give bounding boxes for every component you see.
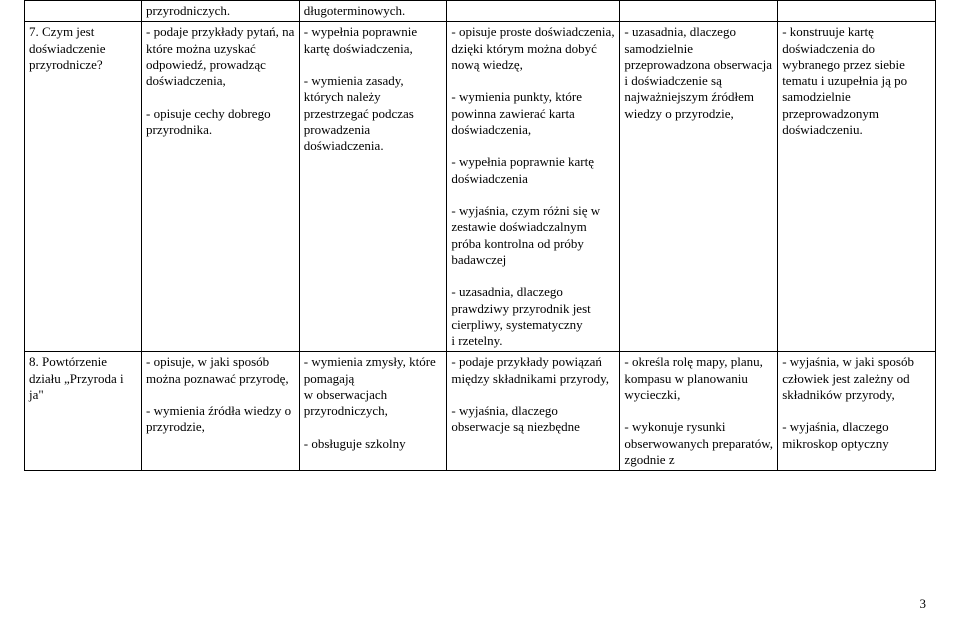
content-table: przyrodniczych. długoterminowych. 7. Czy… [24, 0, 936, 471]
cell: - uzasadnia, dlaczego samodzielnie przep… [620, 22, 778, 352]
cell: - podaje przykłady powiązań między skład… [447, 352, 620, 471]
page: przyrodniczych. długoterminowych. 7. Czy… [0, 0, 960, 620]
cell [778, 1, 936, 22]
cell [25, 1, 142, 22]
cell: - konstruuje kartę doświadczenia do wybr… [778, 22, 936, 352]
cell [620, 1, 778, 22]
cell: - wymienia zmysły, które pomagająw obser… [299, 352, 447, 471]
cell: przyrodniczych. [142, 1, 300, 22]
page-number: 3 [920, 596, 927, 612]
cell: 7. Czym jest doświadczenie przyrodnicze? [25, 22, 142, 352]
table-row: 8. Powtórzenie działu „Przyroda i ja" - … [25, 352, 936, 471]
cell: 8. Powtórzenie działu „Przyroda i ja" [25, 352, 142, 471]
table-body: przyrodniczych. długoterminowych. 7. Czy… [25, 1, 936, 471]
cell: - wyjaśnia, w jaki sposób człowiek jest … [778, 352, 936, 471]
cell [447, 1, 620, 22]
cell: - opisuje, w jaki sposób można poznawać … [142, 352, 300, 471]
cell: - określa rolę mapy, planu, kompasu w pl… [620, 352, 778, 471]
cell: długoterminowych. [299, 1, 447, 22]
table-row: przyrodniczych. długoterminowych. [25, 1, 936, 22]
cell: - wypełnia poprawnie kartę doświadczenia… [299, 22, 447, 352]
cell: - podaje przykłady pytań, na które można… [142, 22, 300, 352]
cell: - opisuje proste doświadczenia, dzięki k… [447, 22, 620, 352]
table-row: 7. Czym jest doświadczenie przyrodnicze?… [25, 22, 936, 352]
